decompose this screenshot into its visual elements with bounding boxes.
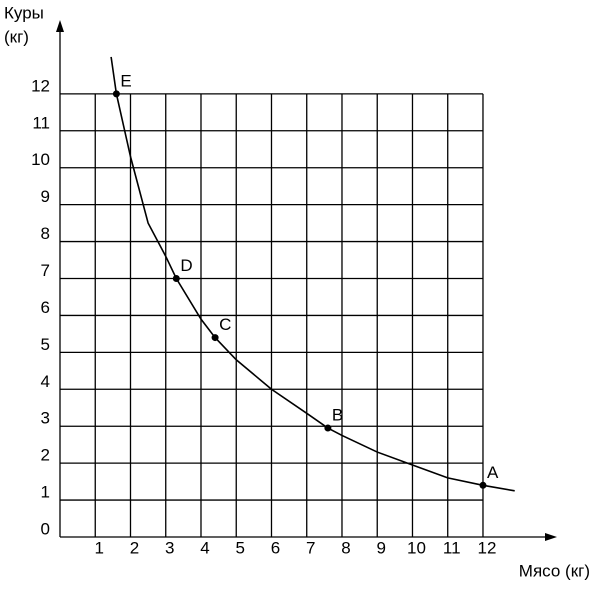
y-tick-label: 9 xyxy=(41,187,50,206)
y-axis-arrow xyxy=(56,20,64,32)
point xyxy=(211,334,219,342)
y-tick-label: 10 xyxy=(31,150,50,169)
point-label: E xyxy=(120,71,131,90)
x-tick-label: 5 xyxy=(236,538,245,557)
y-tick-label: 5 xyxy=(41,335,50,354)
point-label: A xyxy=(487,463,499,482)
y-axis-label: (кг) xyxy=(4,27,29,46)
y-tick-label: 7 xyxy=(41,261,50,280)
x-tick-label: 4 xyxy=(200,538,209,557)
x-axis-arrow xyxy=(545,533,557,541)
x-tick-label: 12 xyxy=(478,538,497,557)
x-tick-label: 1 xyxy=(95,538,104,557)
x-tick-label: 7 xyxy=(306,538,315,557)
y-tick-label: 3 xyxy=(41,409,50,428)
point xyxy=(172,275,180,282)
y-tick-label: 1 xyxy=(41,483,50,502)
y-axis-label: Куры xyxy=(4,3,44,22)
curve xyxy=(110,56,515,492)
y-tick-label: 2 xyxy=(41,446,50,465)
point xyxy=(479,481,487,489)
point xyxy=(112,90,120,98)
point-label: B xyxy=(332,406,343,425)
y-tick-label: 12 xyxy=(31,76,50,95)
y-tick-label: 8 xyxy=(41,224,50,243)
point xyxy=(324,424,332,432)
x-axis-label: Мясо (кг) xyxy=(519,561,590,580)
x-tick-label: 8 xyxy=(341,538,350,557)
y-tick-label: 4 xyxy=(41,372,50,391)
x-tick-label: 11 xyxy=(443,538,461,557)
x-tick-label: 10 xyxy=(407,538,426,557)
y-tick-label: 6 xyxy=(41,298,50,317)
x-tick-label: 2 xyxy=(130,538,139,557)
x-tick-label: 9 xyxy=(376,538,385,557)
x-tick-label: 3 xyxy=(165,538,174,557)
point-label: C xyxy=(219,315,231,334)
x-tick-label: 6 xyxy=(271,538,280,557)
y-tick-label: 0 xyxy=(41,519,50,538)
point-label: D xyxy=(180,256,192,275)
y-tick-label: 11 xyxy=(32,113,50,132)
